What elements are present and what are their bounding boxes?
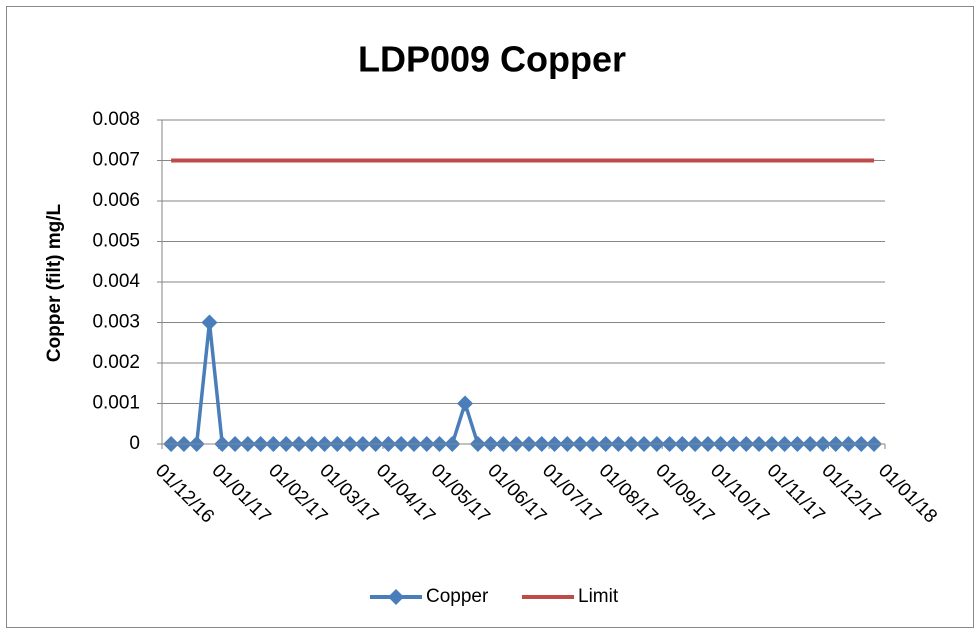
y-tick-label: 0 — [129, 433, 140, 454]
y-tick-label: 0.006 — [92, 190, 140, 211]
y-tick-label: 0.003 — [92, 312, 140, 333]
y-tick-label: 0.001 — [92, 393, 140, 414]
y-axis-label: Copper (filt) mg/L — [44, 203, 65, 362]
legend-marker — [388, 589, 404, 605]
data-point — [201, 314, 218, 331]
chart-border — [6, 6, 974, 628]
data-point — [457, 395, 474, 412]
y-tick-label: 0.004 — [92, 271, 140, 292]
legend-label: Copper — [426, 586, 489, 607]
y-tick-label: 0.007 — [92, 150, 140, 171]
chart-title: LDP009 Copper — [358, 39, 626, 80]
legend-label: Limit — [578, 586, 619, 607]
y-tick-label: 0.008 — [92, 109, 140, 130]
y-tick-label: 0.005 — [92, 231, 140, 252]
y-tick-label: 0.002 — [92, 352, 140, 373]
